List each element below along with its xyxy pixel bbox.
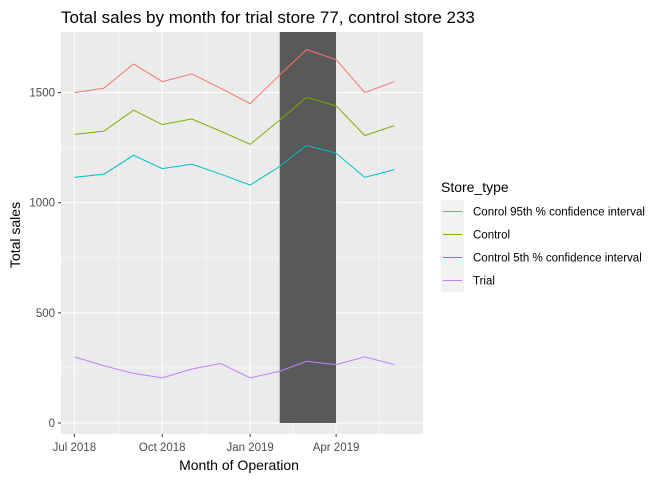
series-line — [74, 356, 395, 379]
x-tick-label: Apr 2019 — [313, 442, 360, 454]
legend: Store_type Conrol 95th % confidence inte… — [441, 179, 645, 292]
chart-title: Total sales by month for trial store 77,… — [61, 8, 475, 27]
series-line — [74, 96, 395, 145]
legend-label: Control 5th % confidence interval — [473, 253, 642, 265]
series-line — [74, 144, 395, 186]
legend-label: Conrol 95th % confidence interval — [473, 207, 645, 219]
series-line — [74, 49, 395, 105]
y-axis: 0 500 1000 1500 — [29, 88, 61, 430]
x-tick-label: Jul 2018 — [53, 442, 96, 454]
x-axis: Jul 2018 Oct 2018 Jan 2019 Apr 2019 — [53, 434, 360, 454]
x-axis-label: Month of Operation — [179, 457, 299, 473]
legend-label: Trial — [473, 276, 495, 288]
y-tick-label: 0 — [49, 418, 55, 430]
y-axis-label: Total sales — [7, 202, 23, 268]
legend-label: Control — [473, 230, 510, 242]
x-tick-label: Jan 2019 — [226, 442, 273, 454]
series-lines — [74, 49, 395, 379]
y-tick-label: 1500 — [29, 88, 55, 100]
shaded-trial-period — [279, 32, 337, 423]
x-tick-label: Oct 2018 — [139, 442, 186, 454]
y-tick-label: 1000 — [29, 198, 55, 210]
y-tick-label: 500 — [36, 308, 55, 320]
legend-title: Store_type — [441, 179, 509, 195]
